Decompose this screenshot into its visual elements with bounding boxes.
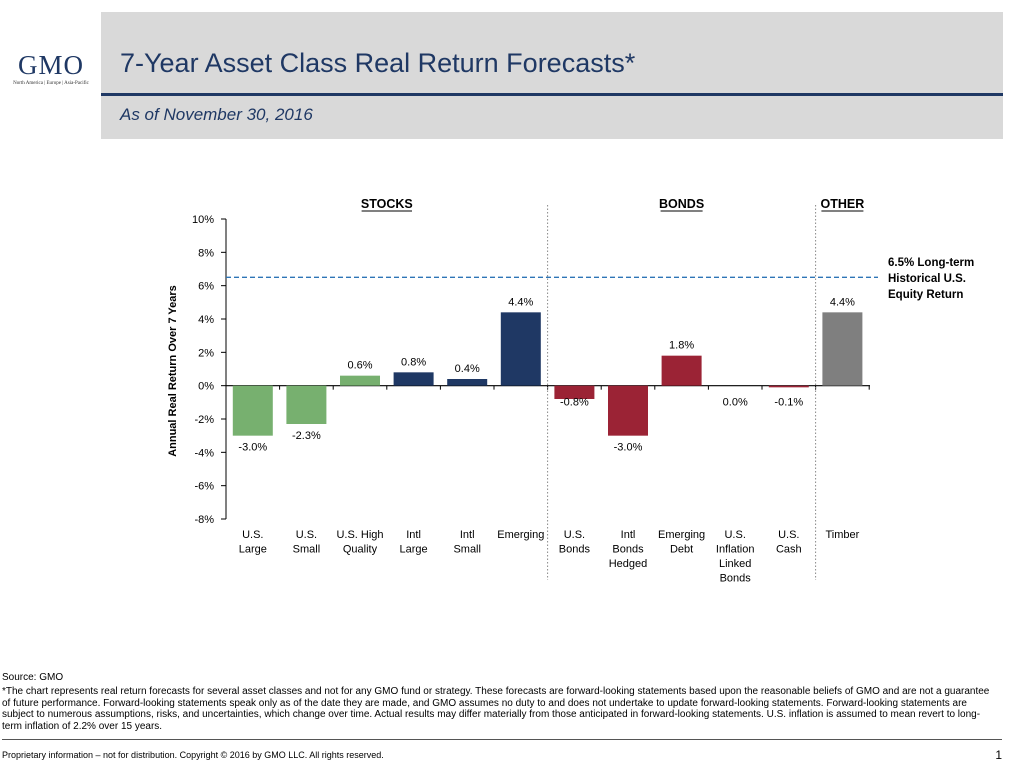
category-label: Intl — [406, 529, 421, 541]
data-label: -2.3% — [292, 430, 321, 442]
bar — [340, 375, 380, 386]
category-label: Bonds — [559, 544, 591, 556]
bar — [393, 372, 434, 386]
category-label: U.S. — [242, 529, 263, 541]
y-tick-label: 0% — [198, 381, 214, 393]
bar — [554, 385, 595, 399]
category-label: Bonds — [720, 573, 752, 585]
category-label: U.S. — [564, 529, 585, 541]
as-of-date: As of November 30, 2016 — [120, 105, 313, 124]
category-label: Small — [453, 544, 481, 556]
logo-name: GMO — [17, 50, 84, 80]
category-label: Intl — [460, 529, 475, 541]
page-title: 7-Year Asset Class Real Return Forecasts… — [120, 48, 636, 78]
page-number: 1 — [995, 748, 1002, 762]
data-label: 4.4% — [508, 296, 533, 308]
data-label: -0.8% — [560, 397, 589, 409]
category-label: Large — [400, 544, 428, 556]
category-label: U.S. High — [336, 529, 383, 541]
data-label: 4.4% — [830, 296, 855, 308]
header-bar — [101, 12, 1003, 93]
category-label: Emerging — [658, 529, 705, 541]
category-label: U.S. — [778, 529, 799, 541]
bar — [232, 385, 273, 436]
y-tick-label: -2% — [194, 414, 214, 426]
group-heading: STOCKS — [361, 197, 413, 211]
data-label: 0.0% — [723, 397, 748, 409]
y-tick-label: -6% — [194, 481, 214, 493]
category-label: Debt — [670, 544, 693, 556]
bar — [447, 379, 488, 386]
reference-line-label: Historical U.S. — [888, 273, 966, 285]
y-tick-label: 10% — [192, 214, 214, 226]
bar — [286, 385, 327, 424]
footer-divider — [2, 739, 1002, 740]
gmo-logo: GMO North America | Europe | Asia-Pacifi… — [8, 50, 94, 86]
reference-line-label: Equity Return — [888, 289, 963, 301]
data-label: 0.4% — [455, 363, 480, 375]
disclaimer-note: *The chart represents real return foreca… — [2, 686, 990, 732]
source-note: Source: GMO — [2, 672, 64, 683]
category-label: Bonds — [612, 544, 644, 556]
bar — [822, 312, 863, 386]
reference-line-label: 6.5% Long-term — [888, 257, 974, 269]
y-tick-label: 6% — [198, 281, 214, 293]
y-tick-label: 4% — [198, 314, 214, 326]
category-label: Inflation — [716, 544, 755, 556]
y-axis-label: Annual Real Return Over 7 Years — [167, 285, 179, 457]
bar — [768, 385, 809, 388]
y-tick-label: 8% — [198, 247, 214, 259]
category-label: U.S. — [724, 529, 745, 541]
data-label: -3.0% — [614, 442, 643, 454]
group-heading: OTHER — [821, 197, 865, 211]
data-label: 0.8% — [401, 356, 426, 368]
header-divider — [101, 93, 1003, 96]
bar-chart: -8% -6% -4% -2% 0% 2% 4% 6% 8% 10% Annual Real Ret… — [167, 197, 974, 585]
copyright-text: Proprietary information – not for distri… — [2, 750, 384, 760]
category-label: Quality — [343, 544, 378, 556]
category-label: Linked — [719, 558, 751, 570]
category-label: U.S. — [296, 529, 317, 541]
category-label: Intl — [621, 529, 636, 541]
logo-regions: North America | Europe | Asia-Pacific — [13, 81, 89, 86]
y-tick-label: -8% — [194, 514, 214, 526]
data-label: -3.0% — [238, 442, 267, 454]
bar — [661, 355, 702, 386]
data-label: 1.8% — [669, 340, 694, 352]
category-label: Timber — [825, 529, 859, 541]
bar — [608, 385, 648, 436]
category-label: Emerging — [497, 529, 544, 541]
category-label: Large — [239, 544, 267, 556]
category-label: Cash — [776, 544, 802, 556]
category-label: Hedged — [609, 558, 648, 570]
y-tick-label: 2% — [198, 347, 214, 359]
bar — [500, 312, 541, 386]
group-heading: BONDS — [659, 197, 704, 211]
subheader-bar — [101, 96, 1003, 139]
data-label: -0.1% — [774, 397, 803, 409]
y-tick-label: -4% — [194, 447, 214, 459]
category-label: Small — [293, 544, 321, 556]
data-label: 0.6% — [347, 360, 372, 372]
